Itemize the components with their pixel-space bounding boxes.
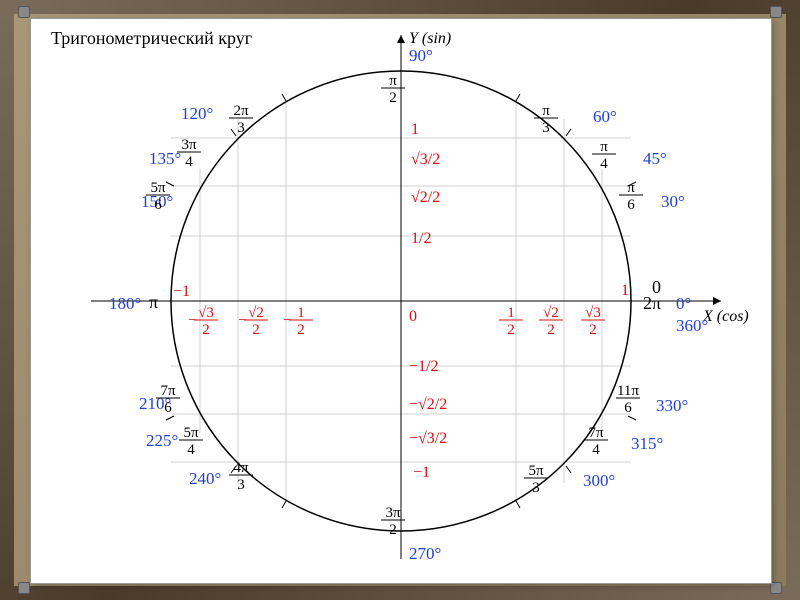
svg-text:π: π — [600, 139, 608, 155]
svg-text:6: 6 — [624, 400, 632, 416]
svg-text:3π: 3π — [385, 505, 401, 521]
svg-text:4: 4 — [185, 154, 193, 170]
svg-text:6: 6 — [154, 197, 162, 213]
degree-label: 90° — [409, 46, 433, 65]
svg-text:2: 2 — [547, 322, 555, 338]
svg-text:2π: 2π — [233, 103, 249, 119]
degree-label: 330° — [656, 396, 688, 415]
svg-text:√2: √2 — [543, 305, 559, 321]
zero-angle: 0 — [652, 277, 661, 297]
svg-text:3: 3 — [237, 477, 245, 493]
degree-label: 0° — [676, 294, 691, 313]
svg-text:2: 2 — [297, 322, 305, 338]
cos-neg-one: −1 — [173, 283, 190, 300]
sin-value: √3/2 — [411, 151, 440, 168]
svg-text:7π: 7π — [160, 383, 176, 399]
y-axis-label: Y (sin) — [409, 30, 451, 47]
degree-label: 360° — [676, 316, 708, 335]
sin-value: √2/2 — [411, 189, 440, 206]
svg-text:2: 2 — [389, 90, 397, 106]
svg-text:4: 4 — [187, 442, 195, 458]
degree-label: 180° — [109, 294, 141, 313]
svg-text:11π: 11π — [617, 383, 639, 399]
trig-circle-diagram: Тригонометрический круг Y (sin) X (cos) … — [30, 18, 772, 584]
x-axis-label: X (cos) — [702, 308, 749, 325]
degree-label: 135° — [149, 149, 181, 168]
sin-value: −√2/2 — [409, 396, 447, 413]
sin-value: 1 — [411, 121, 419, 138]
svg-text:π: π — [542, 103, 550, 119]
svg-text:2: 2 — [589, 322, 597, 338]
svg-text:1: 1 — [507, 305, 515, 321]
svg-text:4π: 4π — [233, 460, 249, 476]
svg-text:5π: 5π — [183, 425, 199, 441]
sin-value: −1 — [413, 464, 430, 481]
svg-text:π: π — [389, 73, 397, 89]
degree-label: 225° — [146, 431, 178, 450]
degree-label: 60° — [593, 107, 617, 126]
svg-text:3π: 3π — [181, 137, 197, 153]
svg-text:2: 2 — [202, 322, 210, 338]
svg-text:π: π — [627, 180, 635, 196]
svg-text:3: 3 — [237, 120, 245, 136]
svg-text:6: 6 — [627, 197, 635, 213]
svg-text:2: 2 — [252, 322, 260, 338]
cos-values: 12√22√32−√32−√22−12 — [188, 305, 605, 338]
svg-text:√3: √3 — [198, 305, 214, 321]
pi-label: π — [149, 292, 158, 312]
degree-label: 270° — [409, 544, 441, 563]
svg-text:7π: 7π — [588, 425, 604, 441]
degree-label: 120° — [181, 104, 213, 123]
svg-text:√3: √3 — [585, 305, 601, 321]
degree-label: 240° — [189, 469, 221, 488]
sin-value: −√3/2 — [409, 430, 447, 447]
trig-svg: Тригонометрический круг Y (sin) X (cos) … — [31, 19, 771, 583]
svg-text:4: 4 — [600, 156, 608, 172]
svg-text:1: 1 — [297, 305, 305, 321]
svg-text:5π: 5π — [528, 463, 544, 479]
sin-value: 1/2 — [411, 230, 431, 247]
svg-text:6: 6 — [164, 400, 172, 416]
svg-text:2: 2 — [507, 322, 515, 338]
svg-text:5π: 5π — [150, 180, 166, 196]
svg-text:3: 3 — [542, 120, 550, 136]
svg-text:2: 2 — [389, 522, 397, 538]
svg-text:√2: √2 — [248, 305, 264, 321]
degree-label: 315° — [631, 434, 663, 453]
origin-zero: 0 — [409, 308, 417, 325]
degree-label: 30° — [661, 192, 685, 211]
degree-label: 45° — [643, 149, 667, 168]
degree-label: 300° — [583, 471, 615, 490]
svg-text:4: 4 — [592, 442, 600, 458]
sin-value: −1/2 — [409, 358, 438, 375]
svg-text:3: 3 — [532, 480, 540, 496]
diagram-title: Тригонометрический круг — [51, 28, 252, 48]
cos-one: 1 — [621, 282, 629, 299]
